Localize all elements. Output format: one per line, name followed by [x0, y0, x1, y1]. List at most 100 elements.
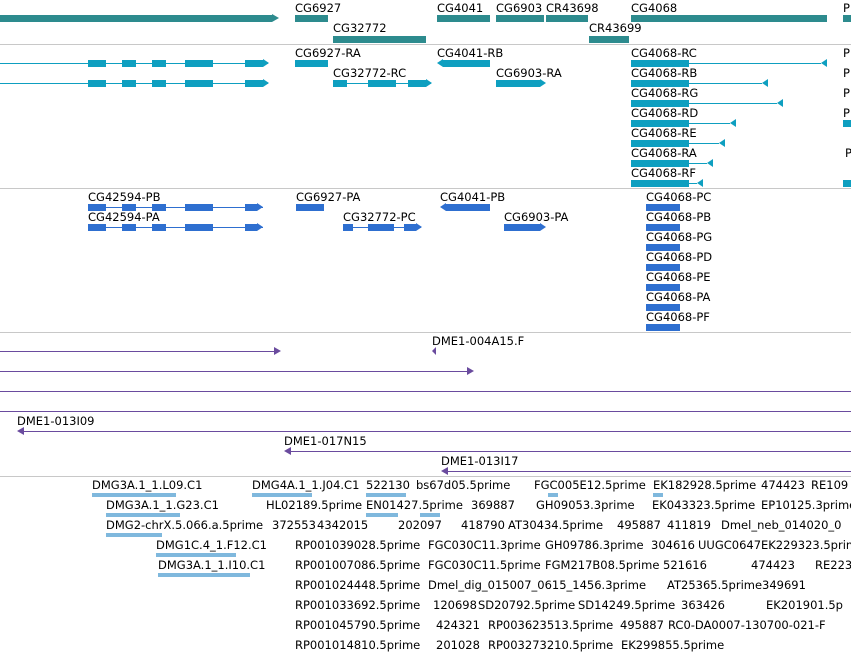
exon[interactable]: [631, 160, 689, 167]
est-label: RP001014810.5prime: [295, 638, 421, 652]
exon[interactable]: [631, 100, 689, 107]
exon[interactable]: [152, 204, 166, 211]
protein-label: CG4041-PB: [440, 190, 506, 204]
exon[interactable]: [88, 80, 106, 87]
exon[interactable]: [646, 324, 680, 331]
est-label: RP003273210.5prime: [488, 638, 614, 652]
est-feature[interactable]: [366, 493, 406, 497]
est-feature[interactable]: [420, 513, 440, 517]
exon[interactable]: [122, 60, 136, 67]
exon[interactable]: [408, 80, 426, 87]
exon[interactable]: [185, 224, 213, 231]
est-label: 521616: [663, 558, 707, 572]
exon[interactable]: [333, 80, 347, 87]
exon[interactable]: [646, 244, 680, 251]
protein-label: CG4068-PB: [646, 210, 712, 224]
exon[interactable]: [88, 224, 106, 231]
exon[interactable]: [631, 120, 689, 127]
est-feature[interactable]: [252, 493, 312, 497]
exon[interactable]: [88, 204, 106, 211]
exon[interactable]: [446, 204, 490, 211]
transcript-label: P: [843, 86, 850, 100]
strand-arrow-icon: [730, 119, 736, 127]
protein-label: CG4068-PG: [646, 230, 713, 244]
exon[interactable]: [152, 60, 166, 67]
est-label: RE109: [811, 478, 849, 492]
transcript-label: P: [843, 46, 850, 60]
exon[interactable]: [245, 80, 263, 87]
exon[interactable]: [843, 120, 851, 127]
est-feature[interactable]: [158, 573, 250, 577]
gene-feature[interactable]: [295, 15, 328, 22]
exon[interactable]: [646, 284, 680, 291]
strand-arrow-icon: [263, 59, 269, 67]
exon[interactable]: [443, 60, 490, 67]
gene-feature[interactable]: [546, 15, 588, 22]
exon[interactable]: [504, 224, 540, 231]
est-label: 495887: [617, 518, 661, 532]
exon[interactable]: [404, 224, 416, 231]
exon[interactable]: [343, 224, 353, 231]
est-feature[interactable]: [156, 553, 236, 557]
est-feature[interactable]: [106, 533, 162, 537]
est-label: 369887: [471, 498, 515, 512]
strand-arrow-icon: [272, 14, 279, 22]
exon[interactable]: [368, 224, 394, 231]
gene-feature[interactable]: [496, 15, 544, 22]
exon[interactable]: [295, 60, 328, 67]
gene-feature[interactable]: [333, 36, 426, 43]
strand-arrow-icon: [274, 347, 281, 355]
exon[interactable]: [646, 264, 680, 271]
est-feature[interactable]: [106, 513, 180, 517]
exon[interactable]: [185, 204, 213, 211]
gene-feature[interactable]: [437, 15, 490, 22]
strand-arrow-icon: [762, 79, 768, 87]
est-feature[interactable]: [366, 513, 398, 517]
est-feature[interactable]: [653, 493, 663, 497]
est-label: DMG1C.4_1.F12.C1: [156, 538, 267, 552]
exon[interactable]: [843, 180, 851, 187]
exon[interactable]: [646, 204, 680, 211]
exon[interactable]: [368, 80, 396, 87]
exon[interactable]: [122, 224, 136, 231]
est-label: DMG3A.1_1.G23.C1: [106, 498, 219, 512]
exon[interactable]: [631, 60, 689, 67]
est-label: EK182928.5prime: [653, 478, 757, 492]
exon[interactable]: [646, 304, 680, 311]
exon[interactable]: [646, 224, 680, 231]
exon[interactable]: [88, 60, 106, 67]
exon[interactable]: [185, 80, 213, 87]
exon[interactable]: [496, 80, 540, 87]
exon[interactable]: [631, 140, 689, 147]
est-feature[interactable]: [92, 493, 176, 497]
gene-feature[interactable]: [589, 36, 629, 43]
gene-feature[interactable]: [631, 15, 827, 22]
exon[interactable]: [152, 80, 166, 87]
exon[interactable]: [152, 224, 166, 231]
exon[interactable]: [122, 204, 136, 211]
gene-label: CG6903: [496, 1, 543, 15]
protein-label: CG4068-PC: [646, 190, 712, 204]
transcript-label: CG4068-RF: [631, 166, 696, 180]
transcript-label: CG32772-RC: [333, 66, 407, 80]
gene-feature[interactable]: [0, 15, 272, 22]
exon[interactable]: [245, 60, 263, 67]
intron-line: [88, 207, 263, 208]
exon[interactable]: [122, 80, 136, 87]
gene-feature[interactable]: [843, 15, 851, 22]
track-divider: [0, 188, 851, 189]
clone-label: DME1-004A15.F: [432, 334, 525, 348]
gene-label: CR43699: [589, 21, 642, 35]
exon[interactable]: [296, 204, 324, 211]
clone-label: DME1-013I09: [17, 414, 95, 428]
exon[interactable]: [245, 224, 257, 231]
est-feature[interactable]: [548, 493, 558, 497]
exon[interactable]: [631, 80, 689, 87]
est-label: 349691: [762, 578, 806, 592]
est-label: EK043323.5prime: [652, 498, 756, 512]
exon[interactable]: [631, 180, 689, 187]
est-label: EK201901.5p: [766, 598, 843, 612]
exon[interactable]: [185, 60, 213, 67]
exon[interactable]: [245, 204, 257, 211]
